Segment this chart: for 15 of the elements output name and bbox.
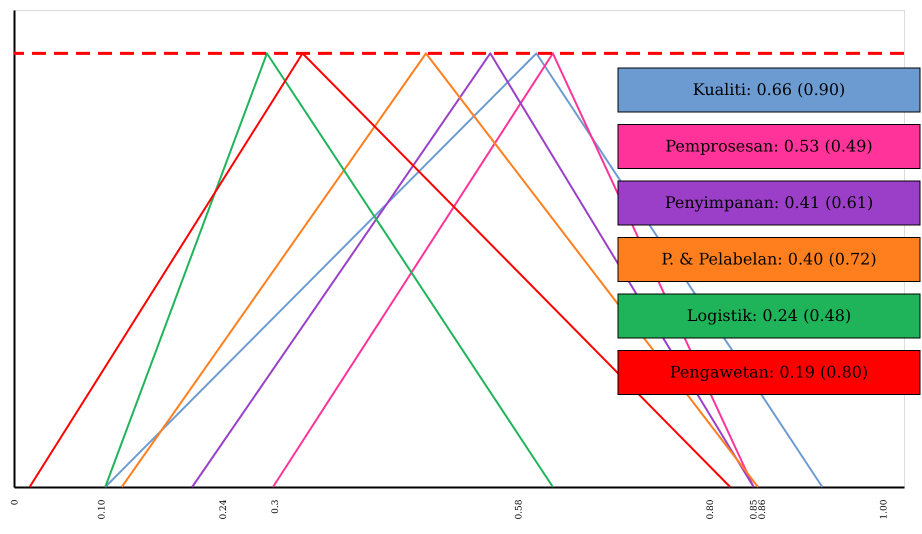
text: Penyimpanan: 0.41 (0.61) bbox=[664, 193, 874, 212]
text: P. & Pelabelan: 0.40 (0.72) bbox=[661, 250, 877, 268]
x-tick-label: 0 bbox=[10, 499, 20, 506]
x-tick-label: 0.80 bbox=[706, 499, 716, 520]
x-tick-label: 0.24 bbox=[219, 499, 230, 520]
text: Kualiti: 0.66 (0.90) bbox=[692, 80, 846, 99]
series-label: Pengawetan: 0.19 (0.80) bbox=[670, 362, 868, 382]
x-tick-label: 0.58 bbox=[514, 499, 525, 520]
x-tick-label: 0.86 bbox=[758, 499, 768, 520]
text: Pemprosesan: 0.53 (0.49) bbox=[665, 136, 873, 156]
text: Logistik: 0.24 (0.48) bbox=[686, 306, 852, 325]
x-tick-label: 0.3 bbox=[271, 499, 282, 514]
x-tick-label: 0.10 bbox=[97, 499, 108, 520]
x-tick-label: 1.00 bbox=[880, 499, 890, 520]
x-tick-label: 0.85 bbox=[749, 499, 760, 520]
